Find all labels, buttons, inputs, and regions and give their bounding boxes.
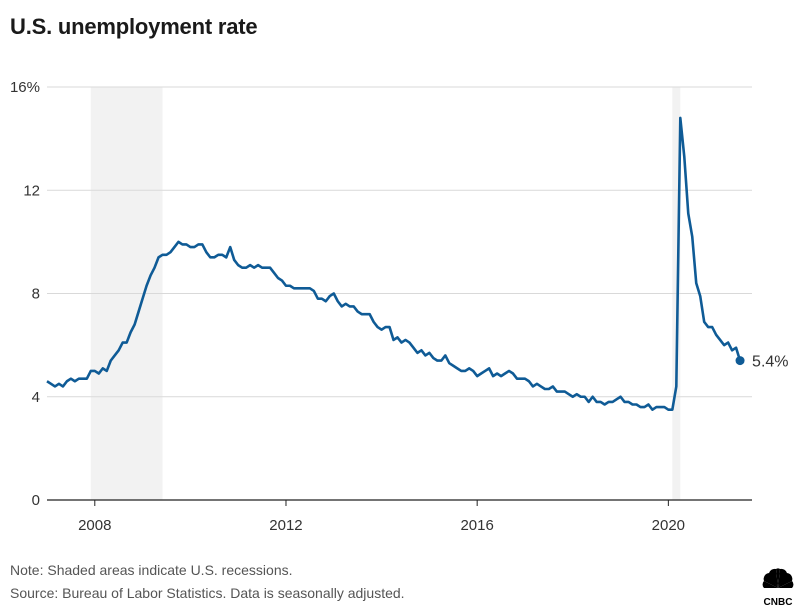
chart-title: U.S. unemployment rate xyxy=(10,14,258,39)
x-tick-label: 2020 xyxy=(652,517,685,534)
latest-value-label: 5.4% xyxy=(752,354,788,371)
x-tick-label: 2012 xyxy=(269,517,302,534)
x-axis-ticks: 2008 2012 2016 2020 xyxy=(78,500,685,534)
y-tick-label: 12 xyxy=(23,182,40,199)
y-tick-label: 0 xyxy=(32,492,40,509)
y-tick-label: 4 xyxy=(32,389,40,406)
x-tick-label: 2008 xyxy=(78,517,111,534)
unemployment-rate-line xyxy=(46,116,742,411)
footnote-source: Source: Bureau of Labor Statistics. Data… xyxy=(10,585,405,601)
x-tick-label: 2016 xyxy=(460,517,493,534)
nbc-peacock-icon: CNBC xyxy=(754,567,802,608)
y-tick-label: 8 xyxy=(32,286,40,303)
y-tick-label: 16% xyxy=(10,79,40,96)
logo-text: CNBC xyxy=(764,597,793,607)
latest-value-marker xyxy=(735,356,745,366)
gridlines-layer xyxy=(47,86,752,398)
footnote-recessions: Note: Shaded areas indicate U.S. recessi… xyxy=(10,562,293,578)
y-axis-ticks: 0 4 8 12 16% xyxy=(10,79,40,509)
